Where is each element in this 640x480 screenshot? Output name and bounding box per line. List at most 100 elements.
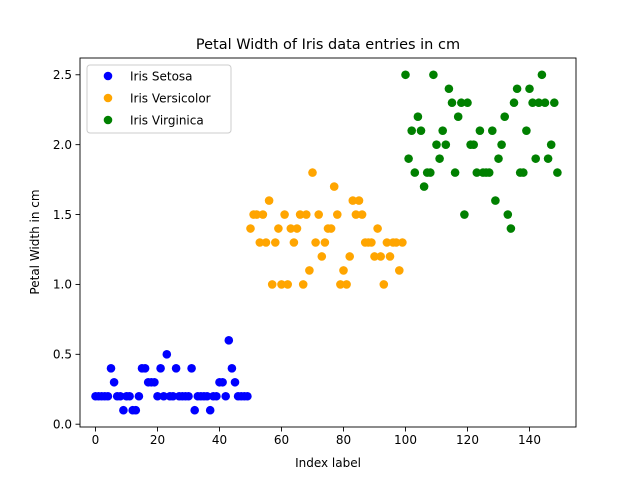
data-point-series-2 [286, 224, 296, 233]
data-point-series-2 [271, 238, 280, 247]
data-point-series-2 [264, 196, 274, 205]
data-point-series-3 [410, 168, 420, 177]
legend-marker [103, 93, 113, 103]
x-tick-label: 140 [518, 433, 541, 447]
data-point-series-3 [550, 98, 559, 108]
data-point-series-3 [484, 168, 494, 177]
data-point-series-3 [553, 168, 562, 177]
x-tick-label: 40 [212, 433, 227, 447]
data-point-series-3 [438, 126, 448, 135]
data-point-series-2 [308, 168, 317, 177]
data-point-series-3 [494, 154, 503, 163]
data-point-series-1 [202, 391, 212, 401]
data-point-series-3 [525, 84, 534, 94]
legend-label: Iris Virginica [130, 114, 204, 128]
chart-title: Petal Width of Iris data entries in cm [196, 37, 460, 53]
data-point-series-3 [534, 98, 544, 108]
data-point-series-2 [246, 224, 255, 233]
data-point-series-2 [342, 280, 351, 289]
data-point-series-1 [131, 405, 141, 415]
data-point-series-2 [280, 210, 289, 219]
data-point-series-3 [528, 98, 537, 108]
data-point-series-3 [509, 98, 519, 108]
data-point-series-3 [543, 154, 553, 163]
data-point-series-2 [329, 182, 339, 191]
data-point-series-2 [311, 238, 320, 247]
data-point-series-1 [227, 364, 237, 373]
data-point-series-1 [134, 391, 144, 401]
data-point-series-1 [221, 391, 230, 401]
data-points [91, 70, 562, 415]
data-point-series-3 [546, 140, 556, 149]
data-point-series-2 [258, 210, 268, 219]
data-point-series-3 [401, 70, 410, 80]
data-point-series-1 [153, 391, 162, 401]
data-point-series-3 [537, 70, 547, 80]
data-point-series-1 [171, 364, 181, 373]
data-point-series-3 [407, 126, 417, 135]
data-point-series-3 [491, 196, 500, 205]
data-point-series-3 [419, 182, 429, 191]
data-point-series-2 [289, 238, 299, 247]
legend-label: Iris Versicolor [130, 92, 211, 106]
y-tick-label: 2.5 [53, 68, 72, 82]
data-point-series-2 [373, 224, 382, 233]
data-point-series-2 [382, 238, 392, 247]
data-point-series-2 [283, 280, 293, 289]
data-point-series-3 [519, 168, 528, 177]
data-point-series-2 [398, 238, 407, 247]
data-point-series-3 [416, 126, 426, 135]
data-point-series-2 [292, 224, 302, 233]
data-point-series-2 [333, 210, 342, 219]
data-point-series-2 [267, 280, 277, 289]
data-point-series-3 [469, 140, 479, 149]
data-point-series-2 [326, 224, 336, 233]
data-point-series-1 [116, 391, 125, 401]
plot-frame [79, 57, 577, 428]
data-point-series-2 [261, 238, 271, 247]
data-point-series-1 [190, 405, 199, 415]
data-point-series-3 [472, 168, 482, 177]
data-point-series-3 [432, 140, 441, 149]
data-point-series-3 [503, 210, 513, 219]
data-point-series-1 [205, 405, 215, 415]
data-point-series-2 [376, 252, 386, 261]
data-point-series-3 [444, 84, 454, 94]
data-point-series-3 [500, 112, 510, 121]
data-point-series-1 [212, 391, 221, 401]
legend-marker [103, 115, 113, 125]
data-point-series-2 [298, 280, 308, 289]
x-tick-label: 60 [274, 433, 289, 447]
data-point-series-2 [354, 196, 364, 205]
data-point-series-3 [453, 112, 463, 121]
y-tick-label: 0.5 [53, 348, 72, 362]
data-point-series-1 [125, 391, 134, 401]
data-point-series-1 [184, 391, 193, 401]
data-point-series-3 [413, 112, 423, 121]
data-point-series-3 [404, 154, 413, 163]
data-point-series-3 [497, 140, 506, 149]
data-point-series-1 [218, 377, 227, 387]
data-point-series-2 [317, 252, 327, 261]
y-axis-label: Petal Width in cm [28, 189, 42, 294]
data-point-series-1 [187, 364, 196, 373]
data-point-series-1 [159, 391, 168, 401]
y-tick-label: 0.0 [53, 418, 72, 432]
x-axis: 0 20 40 60 80 100 120 140 [92, 427, 541, 447]
x-tick-label: 0 [92, 433, 100, 447]
data-point-series-2 [391, 238, 401, 247]
data-point-series-1 [106, 364, 116, 373]
data-point-series-2 [345, 252, 355, 261]
data-point-series-2 [357, 210, 367, 219]
data-point-series-1 [140, 364, 150, 373]
data-point-series-2 [320, 238, 330, 247]
data-point-series-2 [339, 266, 348, 275]
y-axis: 0.0 0.5 1.0 1.5 2.0 2.5 [53, 68, 80, 432]
data-point-series-3 [457, 98, 466, 108]
data-point-series-3 [463, 98, 472, 108]
x-tick-label: 20 [150, 433, 165, 447]
data-point-series-3 [447, 98, 457, 108]
data-point-series-2 [255, 238, 265, 247]
data-point-series-1 [230, 377, 240, 387]
